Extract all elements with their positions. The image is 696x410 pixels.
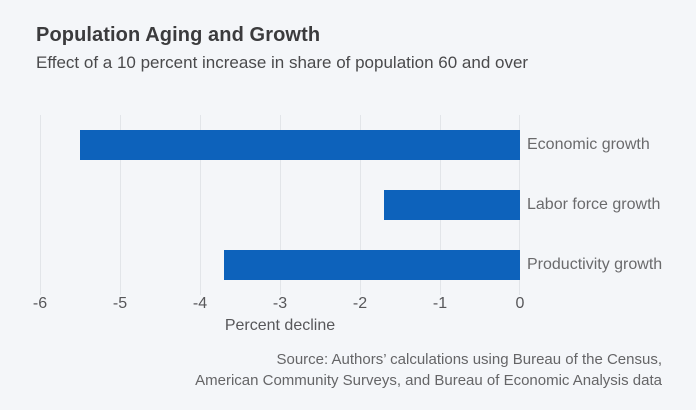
category-label-productivity-growth: Productivity growth: [527, 256, 663, 273]
gridline--6: [40, 115, 41, 295]
x-tick-label-0: 0: [515, 295, 525, 312]
x-axis-label: Percent decline: [224, 317, 336, 334]
x-tick-label--1: -1: [432, 295, 448, 312]
plot-area: [40, 115, 520, 295]
bar-productivity-growth: [224, 250, 520, 280]
gridline--3: [280, 115, 281, 295]
source-line-2: American Community Surveys, and Bureau o…: [195, 372, 662, 389]
gridline--5: [120, 115, 121, 295]
category-label-labor-force-growth: Labor force growth: [527, 196, 661, 213]
source-line-1: Source: Authors’ calculations using Bure…: [276, 351, 662, 368]
x-tick-label--5: -5: [112, 295, 128, 312]
x-tick-label--3: -3: [272, 295, 288, 312]
bar-labor-force-growth: [384, 190, 520, 220]
chart-subtitle: Effect of a 10 percent increase in share…: [36, 53, 529, 72]
bar-economic-growth: [80, 130, 520, 160]
source-note: Source: Authors’ calculations using Bure…: [195, 349, 662, 391]
x-tick-label--2: -2: [352, 295, 368, 312]
x-axis-ticks: -6 -5 -4 -3 -2 -1 0: [33, 295, 525, 315]
category-label-economic-growth: Economic growth: [527, 136, 650, 153]
chart-title: Population Aging and Growth: [36, 24, 321, 46]
x-tick-label--4: -4: [192, 295, 208, 312]
gridline--2: [360, 115, 361, 295]
x-tick-label--6: -6: [32, 295, 48, 312]
category-labels: Economic growth Labor force growth Product…: [527, 115, 692, 295]
gridline--4: [200, 115, 201, 295]
